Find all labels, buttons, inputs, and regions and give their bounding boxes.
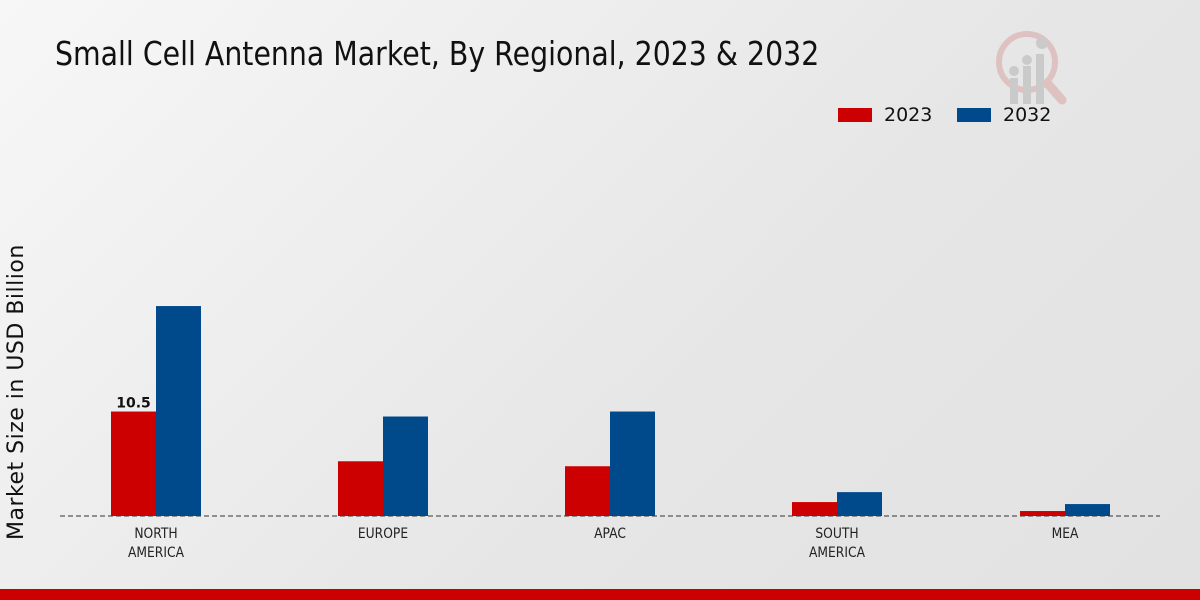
- bar-2023-mea: [1020, 511, 1065, 516]
- x-tick-label: MEA: [1052, 526, 1079, 542]
- bar-2023-europe: [338, 461, 383, 516]
- legend-swatch-2032: [957, 108, 991, 122]
- x-tick-label: EUROPE: [358, 526, 408, 542]
- bar-2023-north-america: [111, 411, 156, 516]
- legend-label-2023: 2023: [884, 104, 933, 126]
- legend-swatch-2023: [838, 108, 872, 122]
- chart-title: Small Cell Antenna Market, By Regional, …: [55, 34, 820, 73]
- x-tick-label: AMERICA: [809, 545, 865, 561]
- bar-2032-apac: [610, 411, 655, 516]
- bar-2023-south-america: [792, 502, 837, 516]
- x-tick-label: AMERICA: [128, 545, 184, 561]
- data-label: 10.5: [116, 396, 151, 412]
- legend-item-2032: 2032: [957, 104, 1051, 126]
- x-tick-label: SOUTH: [815, 526, 858, 542]
- legend-label-2032: 2032: [1003, 104, 1052, 126]
- bar-2023-apac: [565, 466, 610, 516]
- bar-2032-north-america: [156, 306, 201, 516]
- bar-2032-mea: [1065, 504, 1110, 516]
- footer-bar: [0, 589, 1200, 600]
- bar-2032-europe: [383, 416, 428, 516]
- logo-icon: [996, 31, 1067, 105]
- legend-item-2023: 2023: [838, 104, 932, 126]
- x-tick-label: APAC: [594, 526, 626, 542]
- x-tick-label: NORTH: [134, 526, 177, 542]
- bar-2032-south-america: [837, 492, 882, 516]
